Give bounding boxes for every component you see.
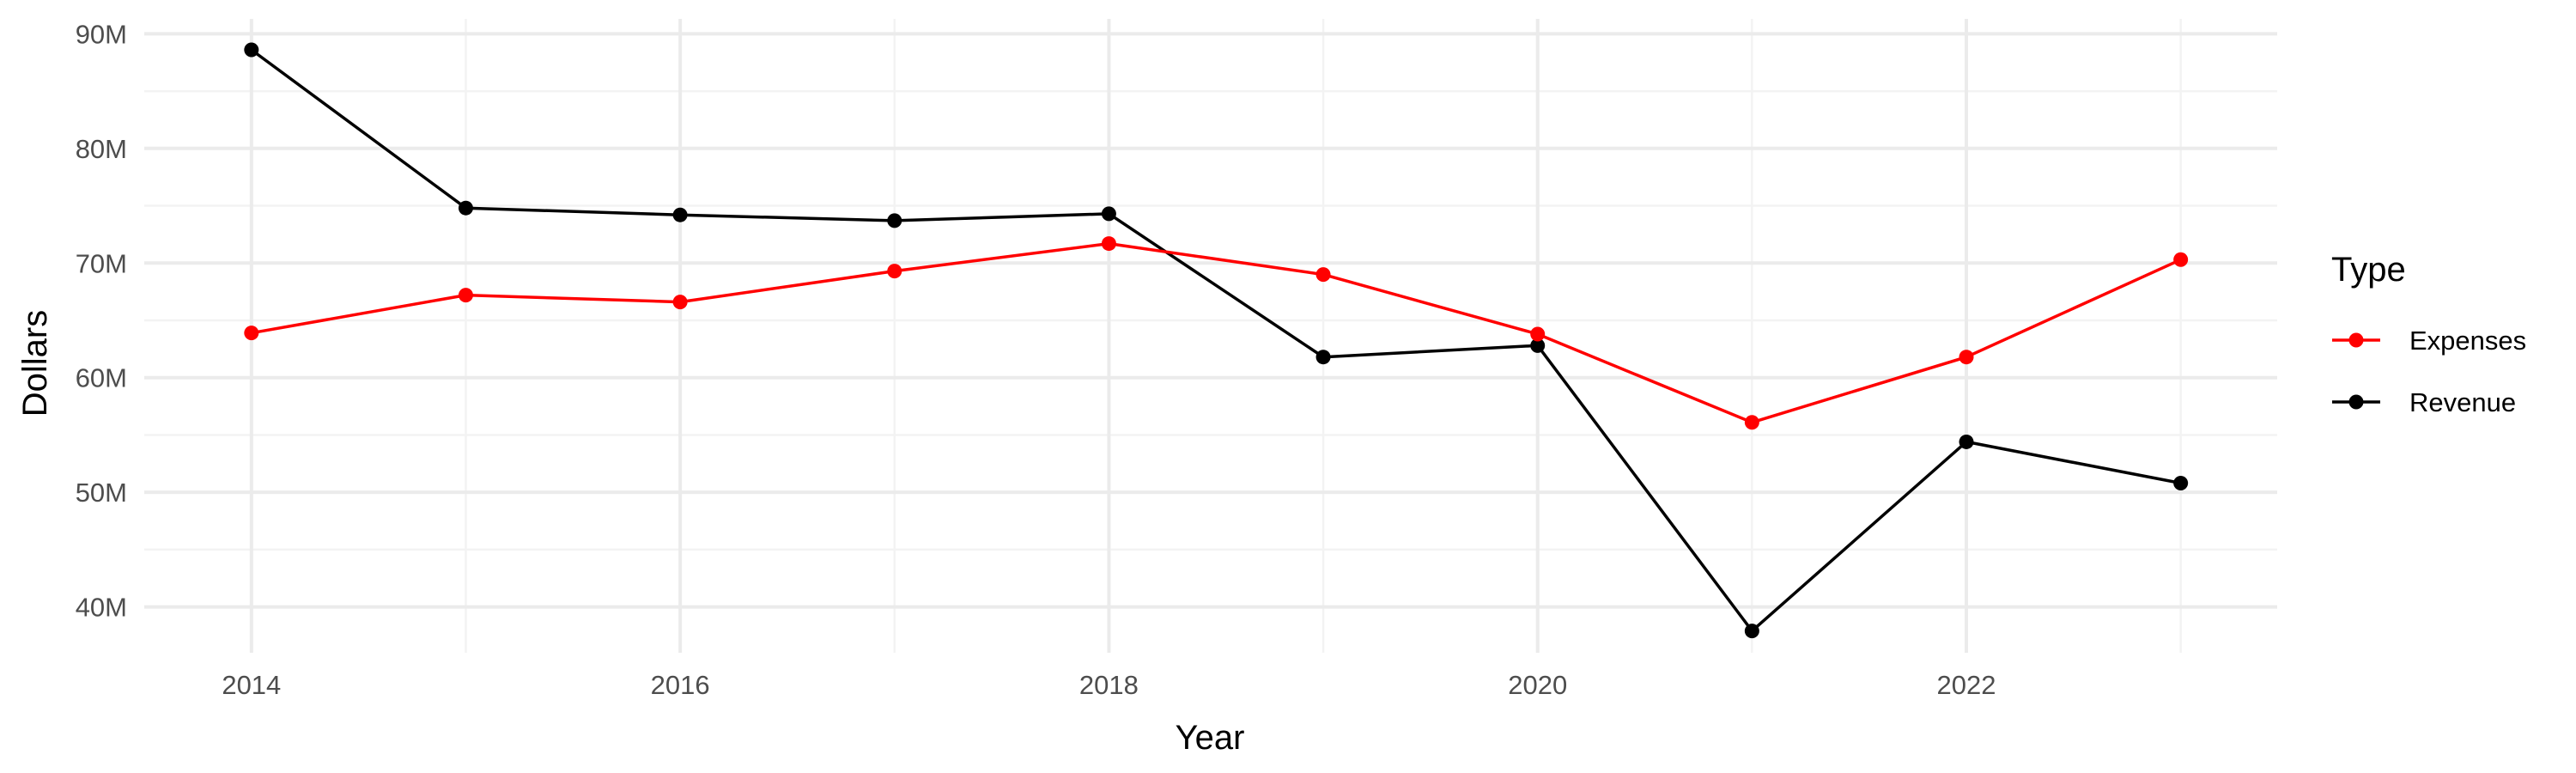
revenue-point — [1315, 350, 1331, 365]
revenue-point — [887, 213, 902, 228]
legend-label: Expenses — [2409, 326, 2526, 356]
minor-y-gridlines — [144, 89, 2277, 551]
legend-label: Revenue — [2409, 387, 2516, 417]
revenue-point — [458, 200, 473, 216]
expenses-point — [1959, 350, 1974, 365]
expenses-point — [1744, 415, 1759, 430]
legend-title: Type — [2331, 251, 2406, 289]
x-axis-tick-labels: 2014 2016 2018 2020 2022 — [222, 670, 1996, 700]
legend-item-revenue: Revenue — [2332, 387, 2516, 417]
expenses-line — [251, 241, 2182, 424]
legend-item-expenses: Expenses — [2332, 326, 2526, 356]
x-axis-title: Year — [1176, 719, 1245, 757]
expenses-point — [2173, 252, 2189, 267]
y-tick-label: 80M — [76, 134, 127, 164]
revenue-line — [250, 48, 2182, 633]
revenue-point — [2173, 475, 2189, 490]
y-axis-title: Dollars — [16, 310, 54, 417]
revenue-point — [672, 207, 688, 222]
legend-key-point — [2348, 332, 2364, 348]
x-tick-label: 2014 — [222, 670, 281, 700]
expenses-point — [458, 288, 473, 303]
expenses-series — [244, 236, 2189, 430]
x-tick-label: 2016 — [651, 670, 710, 700]
x-tick-label: 2022 — [1937, 670, 1996, 700]
major-y-gridlines — [144, 32, 2277, 609]
revenue-point — [244, 42, 259, 58]
y-tick-label: 70M — [76, 248, 127, 278]
y-tick-label: 40M — [76, 593, 127, 623]
legend-items: Expenses Revenue — [2332, 326, 2526, 417]
revenue-point — [1744, 624, 1759, 639]
y-axis-tick-labels: 40M 50M 60M 70M 80M 90M — [76, 19, 127, 622]
x-tick-label: 2018 — [1079, 670, 1139, 700]
expenses-point — [244, 326, 259, 341]
expenses-point — [672, 295, 688, 310]
y-tick-label: 50M — [76, 478, 127, 508]
y-tick-label: 60M — [76, 363, 127, 393]
minor-x-gridlines — [465, 19, 2182, 653]
y-tick-label: 90M — [76, 19, 127, 49]
expenses-point — [1101, 236, 1116, 252]
legend-key-point — [2348, 394, 2364, 410]
expenses-point — [1315, 267, 1331, 283]
major-x-gridlines — [249, 19, 1969, 653]
revenue-point — [1530, 338, 1546, 353]
legend: Type Expenses Revenue — [2331, 251, 2526, 417]
revenue-point — [1959, 434, 1974, 449]
revenue-point — [1101, 206, 1116, 222]
series-layer — [244, 42, 2189, 639]
expenses-point — [887, 264, 902, 279]
expenses-point — [1530, 326, 1546, 342]
revenue-series — [244, 42, 2189, 639]
x-tick-label: 2020 — [1508, 670, 1567, 700]
